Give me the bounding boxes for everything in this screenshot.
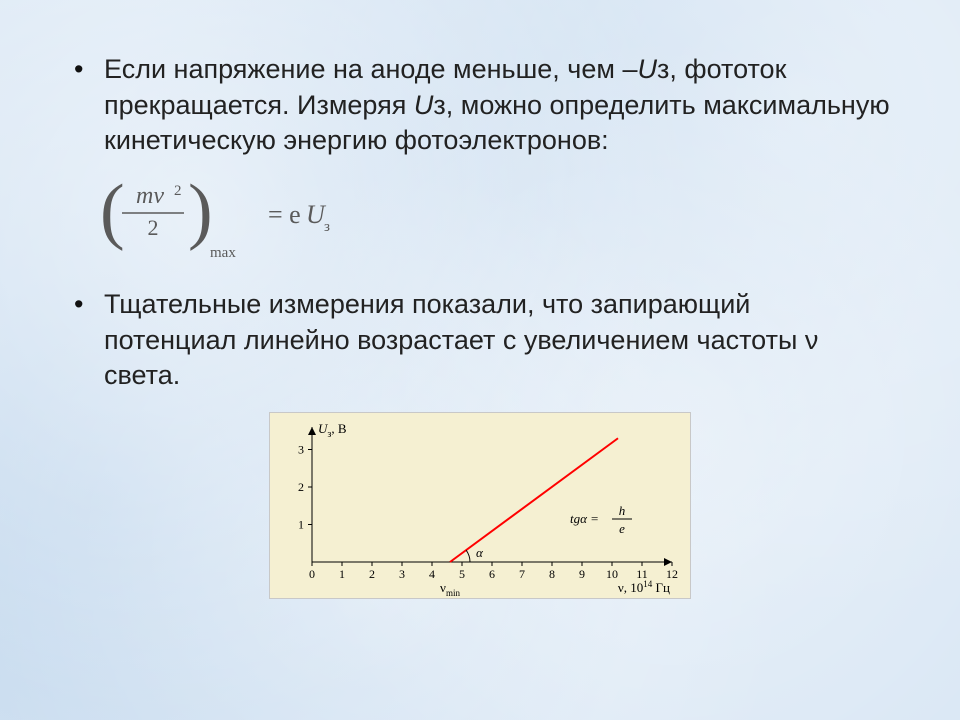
figure-wrap: 0123456789101112123Uз, Вν, 1014 Гцανmint… bbox=[70, 412, 890, 604]
svg-text:з: з bbox=[324, 219, 330, 235]
svg-text:h: h bbox=[619, 503, 626, 518]
svg-text:): ) bbox=[188, 173, 213, 252]
slide-body: Если напряжение на аноде меньше, чем –Uз… bbox=[0, 0, 960, 624]
chart-svg: 0123456789101112123Uз, Вν, 1014 Гцανmint… bbox=[270, 413, 690, 598]
svg-text:0: 0 bbox=[309, 567, 315, 581]
svg-text:12: 12 bbox=[666, 567, 678, 581]
svg-text:9: 9 bbox=[579, 567, 585, 581]
bullet-2: Тщательные измерения показали, что запир… bbox=[70, 287, 890, 394]
svg-text:10: 10 bbox=[606, 567, 618, 581]
svg-text:2: 2 bbox=[369, 567, 375, 581]
svg-text:tgα =: tgα = bbox=[570, 511, 599, 526]
b1-sub1: з bbox=[657, 54, 669, 84]
svg-text:3: 3 bbox=[298, 442, 304, 456]
svg-text:= e: = e bbox=[268, 200, 301, 229]
b1-u2: U bbox=[414, 90, 434, 120]
svg-text:2: 2 bbox=[298, 480, 304, 494]
svg-text:3: 3 bbox=[399, 567, 405, 581]
svg-text:8: 8 bbox=[549, 567, 555, 581]
figure-box: 0123456789101112123Uз, Вν, 1014 Гцανmint… bbox=[269, 412, 691, 599]
formula-block: ()mv22max= eUз bbox=[70, 173, 890, 269]
b1-sub2: з bbox=[433, 90, 445, 120]
svg-text:1: 1 bbox=[298, 517, 304, 531]
svg-text:5: 5 bbox=[459, 567, 465, 581]
svg-text:α: α bbox=[476, 545, 484, 560]
formula-svg: ()mv22max= eUз bbox=[70, 173, 370, 269]
b1-u1: U bbox=[637, 54, 657, 84]
svg-text:2: 2 bbox=[148, 215, 159, 240]
svg-text:max: max bbox=[210, 245, 236, 261]
svg-text:2: 2 bbox=[174, 183, 182, 199]
b1-pre: Если напряжение на аноде меньше, чем – bbox=[104, 54, 637, 84]
bullet-1: Если напряжение на аноде меньше, чем –Uз… bbox=[70, 52, 890, 159]
svg-text:mv: mv bbox=[136, 183, 164, 209]
svg-text:1: 1 bbox=[339, 567, 345, 581]
svg-text:6: 6 bbox=[489, 567, 495, 581]
bullet-list: Если напряжение на аноде меньше, чем –Uз… bbox=[70, 52, 890, 159]
svg-text:(: ( bbox=[100, 173, 125, 252]
svg-text:e: e bbox=[619, 521, 625, 536]
svg-text:7: 7 bbox=[519, 567, 525, 581]
svg-text:4: 4 bbox=[429, 567, 435, 581]
bullet-list-2: Тщательные измерения показали, что запир… bbox=[70, 287, 890, 394]
